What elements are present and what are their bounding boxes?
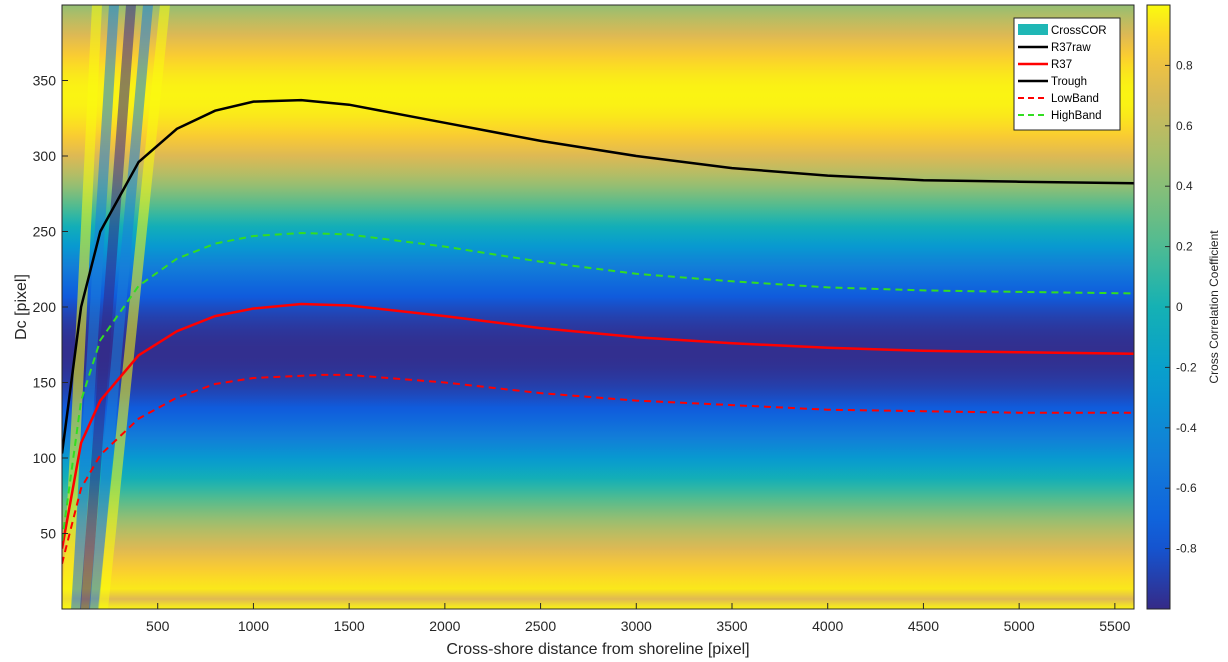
nearshore-band	[98, 5, 170, 609]
colorbar-tick-label: 0.4	[1176, 179, 1193, 193]
x-tick-label: 4000	[812, 618, 843, 634]
x-axis-ticks: 500 1000 1500 2000 2500 3000 3500 4000 4500 5000 5…	[146, 603, 1131, 634]
x-tick-label: 5500	[1099, 618, 1130, 634]
plot-area	[61, 4, 1135, 610]
y-axis-ticks: 50 100 150 200 250 300 350	[33, 73, 68, 542]
legend-label-lowband: LowBand	[1051, 93, 1099, 105]
colorbar-tick-label: -0.6	[1176, 481, 1197, 495]
series-line-highband	[62, 231, 1134, 542]
nearshore-band	[71, 5, 119, 609]
legend-label-highband: HighBand	[1051, 110, 1102, 122]
legend-swatch-crosscor	[1018, 24, 1048, 35]
series-line-r37	[62, 302, 1134, 549]
x-tick-label: 500	[146, 618, 170, 634]
legend-label-crosscor: CrossCOR	[1051, 25, 1107, 37]
x-tick-label: 1500	[334, 618, 365, 634]
nearshore-band	[89, 5, 153, 609]
legend-label-trough: Trough	[1051, 76, 1087, 88]
colorbar-tick-label: -0.4	[1176, 421, 1197, 435]
colorbar-tick-label: 0	[1176, 300, 1183, 314]
x-tick-label: 1000	[238, 618, 269, 634]
x-axis-label: Cross-shore distance from shoreline [pix…	[446, 641, 749, 658]
colorbar-tick-label: 0.8	[1176, 58, 1193, 72]
x-tick-label: 3500	[716, 618, 747, 634]
colorbar-ticks: 0.8 0.6 0.4 0.2 0 -0.2 -0.4 -0.6 -0.8	[1165, 58, 1197, 556]
y-axis-label: Dc [pixel]	[13, 274, 30, 340]
colorbar-tick-label: 0.6	[1176, 119, 1193, 133]
y-tick-label: 350	[33, 73, 57, 89]
legend-label-r37: R37	[1051, 59, 1072, 71]
colorbar-tick-label: -0.8	[1176, 542, 1197, 556]
x-tick-label: 5000	[1004, 618, 1035, 634]
y-tick-label: 200	[33, 299, 57, 315]
x-tick-label: 3000	[621, 618, 652, 634]
series-lines	[62, 98, 1134, 564]
series-line-trough	[62, 98, 1134, 454]
x-tick-label: 4500	[908, 618, 939, 634]
y-tick-label: 50	[40, 526, 56, 542]
colorbar-tick-label: -0.2	[1176, 360, 1197, 374]
colorbar-tick-label: 0.2	[1176, 240, 1193, 254]
cross-correlation-heatmap	[62, 5, 1134, 609]
y-tick-label: 250	[33, 224, 57, 240]
series-line-lowband	[62, 373, 1134, 564]
x-tick-label: 2000	[429, 618, 460, 634]
colorbar-label: Cross Correlation Coefficient	[1207, 230, 1221, 384]
colorbar: 0.8 0.6 0.4 0.2 0 -0.2 -0.4 -0.6 -0.8 Cross Corr…	[1146, 4, 1221, 610]
x-tick-label: 2500	[525, 618, 556, 634]
y-tick-label: 100	[33, 450, 57, 466]
legend[interactable]: CrossCOR R37raw R37 Trough LowBand HighB…	[1013, 17, 1121, 131]
nearshore-bands	[62, 5, 170, 609]
legend-label-r37raw: R37raw	[1051, 42, 1091, 54]
nearshore-band	[80, 5, 136, 609]
y-tick-label: 150	[33, 375, 57, 391]
legend-box	[1013, 17, 1121, 131]
y-tick-label: 300	[33, 148, 57, 164]
